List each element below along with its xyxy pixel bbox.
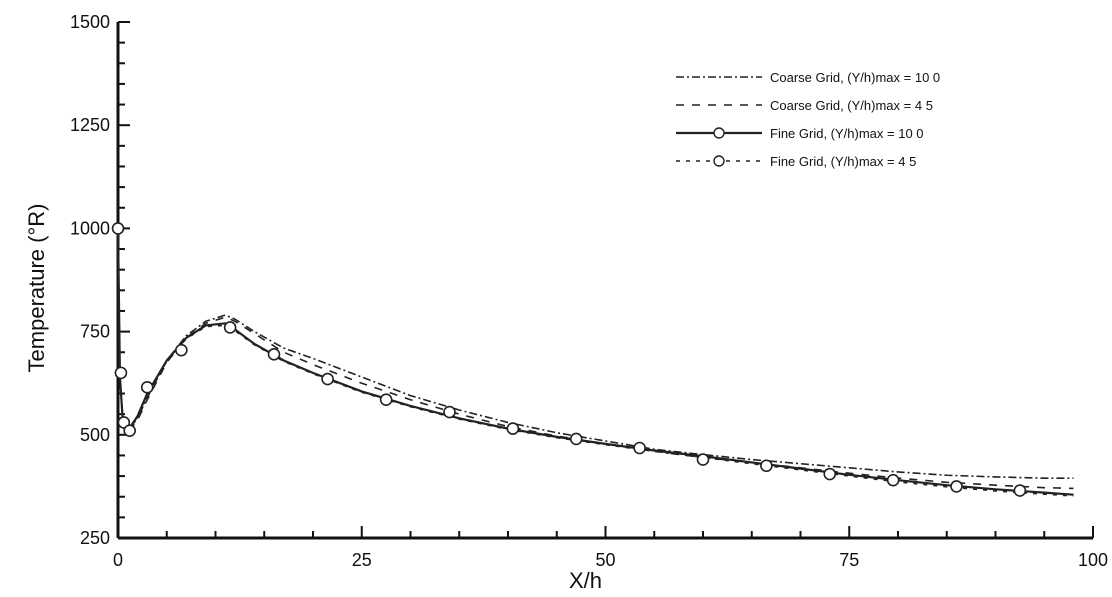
- data-marker: [379, 393, 393, 407]
- axes: [116, 22, 1093, 540]
- data-marker: [321, 372, 334, 386]
- y-tick-label: 500: [80, 425, 110, 445]
- series-line-3: [116, 228, 1074, 496]
- x-ticks: 0 25 50 75 100: [113, 526, 1108, 570]
- legend-marker-3: [713, 127, 725, 139]
- data-marker: [114, 366, 128, 380]
- data-marker: [633, 441, 646, 455]
- y-tick-label: 1250: [70, 115, 110, 135]
- y-ticks: 250 500 750 1000 1250 1500: [70, 12, 130, 548]
- data-marker: [823, 467, 837, 481]
- y-tick-label: 250: [80, 528, 110, 548]
- data-marker: [123, 424, 136, 437]
- x-tick-label: 75: [839, 550, 859, 570]
- data-marker: [696, 453, 710, 466]
- data-marker: [569, 432, 583, 446]
- x-tick-label: 100: [1078, 550, 1108, 570]
- x-axis-title: X/h: [569, 568, 602, 593]
- legend-label-2: Coarse Grid, (Y/h)max = 4 5: [770, 98, 933, 113]
- data-marker: [950, 480, 963, 493]
- data-marker: [267, 348, 281, 361]
- series-line-2: [117, 228, 1074, 490]
- series-line-4: [117, 228, 1074, 497]
- series-layer: [116, 228, 1074, 497]
- data-marker: [111, 222, 125, 235]
- data-marker: [117, 416, 131, 429]
- legend: Coarse Grid, (Y/h)max = 10 0 Coarse Grid,…: [676, 70, 940, 169]
- y-tick-label: 1000: [70, 218, 110, 238]
- series-line-1: [117, 228, 1074, 479]
- data-marker: [886, 473, 900, 487]
- data-marker: [1013, 484, 1027, 497]
- legend-label-3: Fine Grid, (Y/h)max = 10 0: [770, 126, 924, 141]
- y-axis-title: Temperature (°R): [24, 204, 49, 373]
- data-marker: [443, 405, 456, 419]
- x-tick-label: 50: [595, 550, 615, 570]
- legend-label-1: Coarse Grid, (Y/h)max = 10 0: [770, 70, 940, 85]
- y-tick-label: 750: [80, 322, 110, 342]
- data-marker: [760, 459, 773, 473]
- y-tick-label: 1500: [70, 12, 110, 32]
- data-marker: [506, 422, 520, 435]
- legend-label-4: Fine Grid, (Y/h)max = 4 5: [770, 154, 916, 169]
- x-tick-label: 25: [352, 550, 372, 570]
- x-tick-label: 0: [113, 550, 123, 570]
- markers-layer: [111, 222, 1027, 497]
- data-marker: [175, 343, 188, 357]
- legend-marker-4: [713, 155, 725, 167]
- data-marker: [223, 321, 237, 334]
- data-marker: [140, 381, 154, 394]
